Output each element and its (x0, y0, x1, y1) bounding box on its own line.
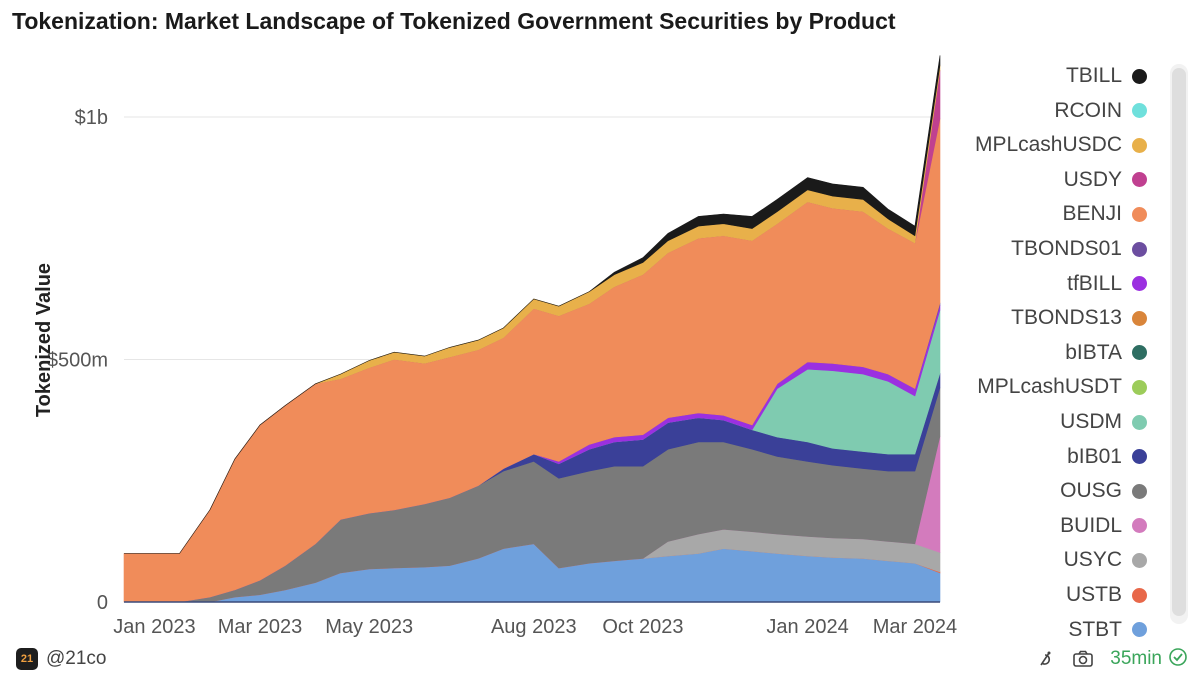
y-axis-label: Tokenized Value (33, 263, 55, 417)
x-tick-label: Mar 2024 (873, 616, 958, 638)
legend-swatch (1132, 137, 1147, 153)
legend-swatch (1132, 518, 1147, 534)
legend-item-stbt[interactable]: STBT (950, 613, 1150, 647)
legend-label: USDM (1060, 410, 1122, 433)
legend-scrollbar[interactable] (1170, 64, 1188, 624)
brand-handle[interactable]: @21co (46, 648, 107, 669)
legend-swatch (1132, 552, 1147, 568)
legend-label: tfBILL (1067, 271, 1122, 295)
chart-title: Tokenization: Market Landscape of Tokeni… (12, 8, 896, 34)
legend-swatch (1132, 310, 1147, 326)
legend-swatch (1132, 449, 1147, 465)
brand[interactable]: 21 @21co (16, 648, 107, 670)
legend-swatch (1132, 276, 1147, 292)
x-tick-label: Jan 2023 (113, 616, 195, 638)
legend-item-rcoin[interactable]: RCOIN (950, 94, 1150, 128)
legend-swatch (1132, 172, 1147, 188)
legend-label: USTB (1065, 583, 1122, 606)
legend-swatch (1132, 206, 1147, 222)
x-tick-label: Mar 2023 (218, 616, 303, 638)
legend-item-buidl[interactable]: BUIDL (950, 509, 1150, 543)
legend-swatch (1132, 622, 1147, 638)
legend-label: MPLcashUSDC (974, 133, 1122, 157)
legend-item-bibta[interactable]: bIBTA (950, 336, 1150, 370)
legend-swatch (1132, 414, 1147, 430)
legend-label: USDY (1063, 167, 1122, 191)
x-tick-label: Jan 2024 (766, 616, 848, 638)
legend-label: bIB01 (1067, 444, 1122, 468)
legend-swatch (1132, 379, 1147, 395)
series-area-tbill (124, 55, 941, 554)
y-tick-label: $1b (75, 107, 108, 129)
legend-scrollbar-thumb[interactable] (1172, 68, 1186, 616)
legend-label: BUIDL (1060, 513, 1122, 537)
legend-item-mplcashusdt[interactable]: MPLcashUSDT (950, 370, 1150, 404)
legend-item-ustb[interactable]: USTB (950, 578, 1150, 612)
legend-item-tbonds01[interactable]: TBONDS01 (950, 232, 1150, 266)
chart-toolbar: 35min (1020, 646, 1188, 672)
legend-label: bIBTA (1065, 340, 1122, 364)
legend-swatch (1132, 345, 1147, 361)
legend-item-mplcashusdc[interactable]: MPLcashUSDC (950, 128, 1150, 162)
y-tick-label: 0 (97, 592, 108, 614)
refresh-interval[interactable]: 35min (1110, 648, 1162, 669)
legend-label: TBILL (1065, 64, 1122, 87)
legend-label: OUSG (1060, 479, 1122, 503)
legend-item-usdm[interactable]: USDM (950, 405, 1150, 439)
legend-label: RCOIN (1054, 98, 1122, 122)
brand-logo: 21 (16, 648, 38, 670)
legend-item-tbonds13[interactable]: TBONDS13 (950, 301, 1150, 335)
legend-item-usdy[interactable]: USDY (950, 163, 1150, 197)
legend-label: STBT (1068, 617, 1122, 641)
legend-item-ousg[interactable]: OUSG (950, 474, 1150, 508)
stacked-area-chart: 0 $500m $1b Jan 2023 Mar 2023 May 2023 Aug 202… (33, 55, 957, 638)
legend-swatch (1132, 241, 1147, 257)
axes: 0 $500m $1b Jan 2023 Mar 2023 May 2023 Aug 202… (33, 107, 957, 638)
legend-swatch (1132, 68, 1147, 84)
legend-label: BENJI (1062, 202, 1122, 226)
x-tick-label: Aug 2023 (491, 616, 577, 638)
x-tick-label: May 2023 (325, 616, 413, 638)
legend-label: TBONDS13 (1011, 306, 1122, 330)
legend-item-benji[interactable]: BENJI (950, 197, 1150, 231)
x-tick-label: Oct 2023 (602, 616, 683, 638)
check-circle-icon (1168, 647, 1188, 672)
legend-swatch (1132, 103, 1147, 119)
legend-swatch (1132, 483, 1147, 499)
legend-label: TBONDS01 (1011, 237, 1122, 260)
legend-item-usyc[interactable]: USYC (950, 543, 1150, 577)
legend-label: MPLcashUSDT (977, 375, 1122, 399)
legend-swatch (1132, 587, 1147, 603)
y-tick-label: $500m (47, 350, 108, 372)
legend-label: USYC (1063, 548, 1122, 572)
area-series (123, 55, 941, 603)
camera-icon[interactable] (1070, 646, 1096, 672)
legend-item-bib01[interactable]: bIB01 (950, 440, 1150, 474)
legend-item-tfbill[interactable]: tfBILL (950, 267, 1150, 301)
legend-item-tbill[interactable]: TBILL (950, 59, 1150, 93)
bug-icon[interactable] (1032, 646, 1058, 672)
